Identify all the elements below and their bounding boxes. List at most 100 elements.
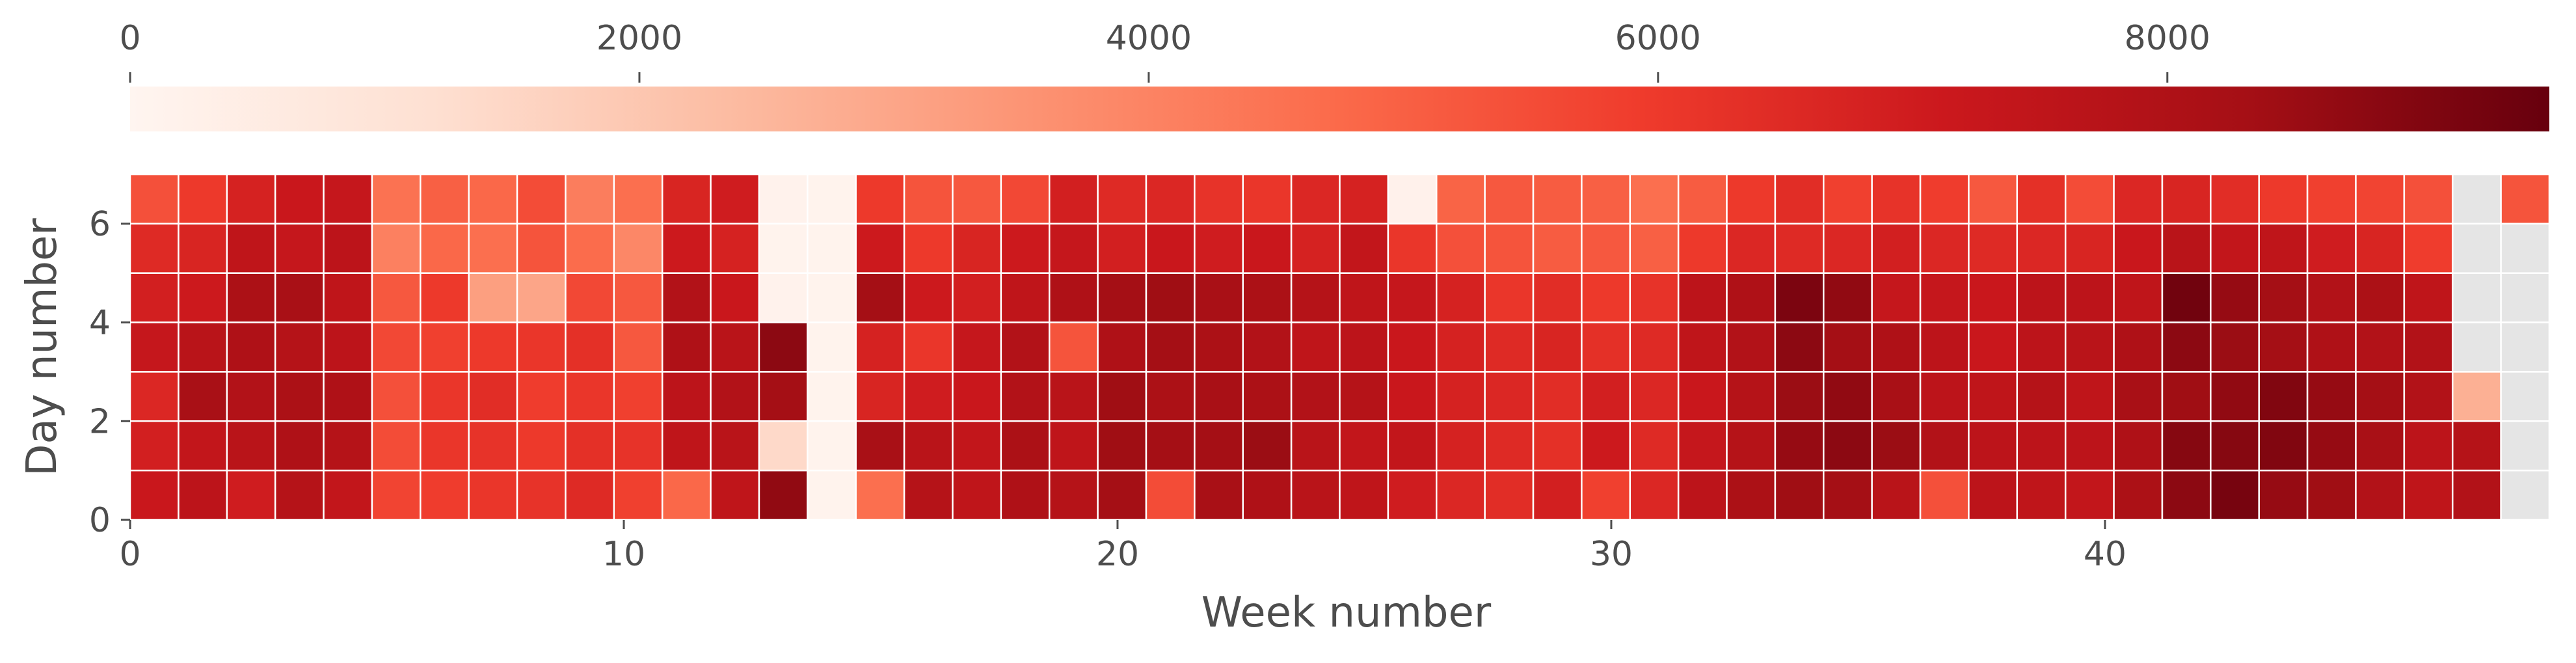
heatmap-cell [1484,321,1535,373]
heatmap-cell [323,469,373,521]
heatmap-cell [2306,272,2357,323]
heatmap-cell [2016,173,2067,225]
heatmap-cell [420,469,470,521]
heatmap-cell [1484,371,1535,422]
heatmap-cell [420,321,470,373]
heatmap-cell [226,173,276,225]
heatmap-cell [178,469,228,521]
heatmap-cell [274,321,325,373]
heatmap-cell [1919,223,1970,274]
heatmap-cell [1145,173,1196,225]
heatmap-cell [2210,420,2260,472]
heatmap-cell [2451,173,2502,225]
heatmap-cell [129,371,180,422]
heatmap-cell [1774,420,1825,472]
heatmap-cell [1968,321,2019,373]
heatmap-cell [903,469,954,521]
heatmap-cell [903,173,954,225]
heatmap-cell [1387,420,1438,472]
heatmap-cell [2355,272,2406,323]
heatmap-cell [129,321,180,373]
heatmap-cell [2161,173,2212,225]
heatmap-cell [1919,420,1970,472]
heatmap-cell [1436,469,1486,521]
x-tick-label: 10 [602,535,645,574]
heatmap-cell [1242,469,1293,521]
heatmap-cell [2258,173,2309,225]
heatmap-cell [565,321,615,373]
heatmap-cell [1726,469,1777,521]
heatmap-cell [2064,223,2115,274]
heatmap-cell [952,173,1002,225]
heatmap-cell [661,223,712,274]
heatmap-cell [2210,371,2260,422]
heatmap-cell [807,469,857,521]
heatmap-cell [2500,371,2551,422]
heatmap-cell [1823,469,1873,521]
heatmap-cell [565,272,615,323]
heatmap-cell [323,420,373,472]
heatmap-cell [855,469,906,521]
heatmap-cell [952,371,1002,422]
heatmap-cell [1000,469,1051,521]
heatmap-cell [758,272,809,323]
heatmap-cell [661,420,712,472]
heatmap-cell [516,173,567,225]
heatmap-cell [1871,173,1922,225]
heatmap-cell [1000,371,1051,422]
heatmap-cell [613,420,664,472]
heatmap-cell [371,173,422,225]
heatmap-cell [1194,371,1244,422]
heatmap-cell [2403,321,2454,373]
heatmap-cell [1339,321,1389,373]
heatmap-cell [2306,420,2357,472]
heatmap-cell [855,272,906,323]
heatmap-cell [129,223,180,274]
heatmap-cell [2500,223,2551,274]
heatmap-cell [2161,321,2212,373]
heatmap-cell [1436,223,1486,274]
heatmap-cell [274,469,325,521]
heatmap-cell [178,173,228,225]
heatmap-cell [1532,469,1583,521]
heatmap-cell [129,469,180,521]
heatmap-cell [1000,272,1051,323]
heatmap-cell [2016,272,2067,323]
heatmap-cell [758,173,809,225]
heatmap-cell [1581,371,1631,422]
heatmap-cell [1677,321,1728,373]
heatmap-cell [274,420,325,472]
heatmap-cell [1581,173,1631,225]
heatmap-cell [2500,321,2551,373]
heatmap-cell [516,469,567,521]
heatmap-cell [1339,371,1389,422]
heatmap-cell [468,469,518,521]
heatmap-cell [1436,321,1486,373]
heatmap-cell [1484,420,1535,472]
heatmap-cell [807,173,857,225]
heatmap-cell [1968,173,2019,225]
heatmap-cell [1629,173,1680,225]
heatmap-cell [952,469,1002,521]
heatmap-cell [1823,321,1873,373]
heatmap-cell [2306,371,2357,422]
heatmap-cell [2161,371,2212,422]
heatmap-cell [1387,469,1438,521]
heatmap-cell [1532,223,1583,274]
heatmap-cell [1532,173,1583,225]
heatmap-cell [1726,173,1777,225]
heatmap-cell [1532,371,1583,422]
heatmap-cell [1339,420,1389,472]
colorbar: 0 2000 4000 6000 8000 [119,19,2549,131]
heatmap-cell [1871,371,1922,422]
heatmap-cell [129,420,180,472]
heatmap-cell [323,371,373,422]
heatmap-cell [661,371,712,422]
heatmap-cell [855,321,906,373]
heatmap-cell [1000,223,1051,274]
heatmap-cell [1387,321,1438,373]
heatmap-cell [2016,371,2067,422]
heatmap-cell [420,173,470,225]
heatmap-cell [1290,173,1341,225]
heatmap-cell [1000,420,1051,472]
